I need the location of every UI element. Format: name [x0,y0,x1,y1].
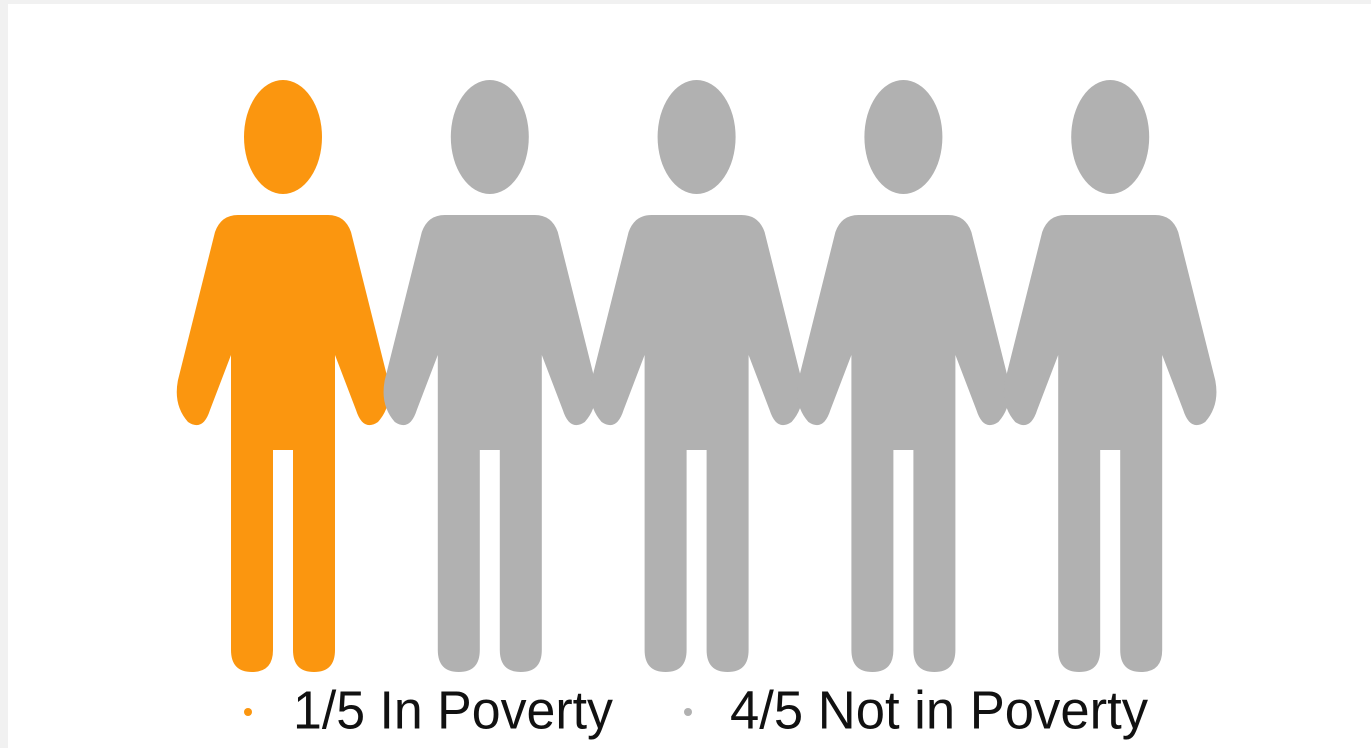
head [450,80,529,194]
person-icon [176,80,390,672]
body [383,215,597,672]
head [864,80,943,194]
icon-group [383,80,1217,672]
head [657,80,736,194]
person-icon [383,80,597,672]
legend-label: 4/5 Not in Poverty [730,680,1148,740]
body [1003,215,1217,672]
icon-group [176,80,390,672]
body [797,215,1010,672]
legend-label: 1/5 In Poverty [293,680,613,740]
legend-marker [244,708,252,716]
body [590,215,803,672]
body [176,215,390,672]
person-icon [797,80,1010,672]
person-icon [1003,80,1217,672]
head [244,80,322,194]
legend-marker [684,708,692,716]
person-icon [590,80,803,672]
head [1071,80,1150,194]
